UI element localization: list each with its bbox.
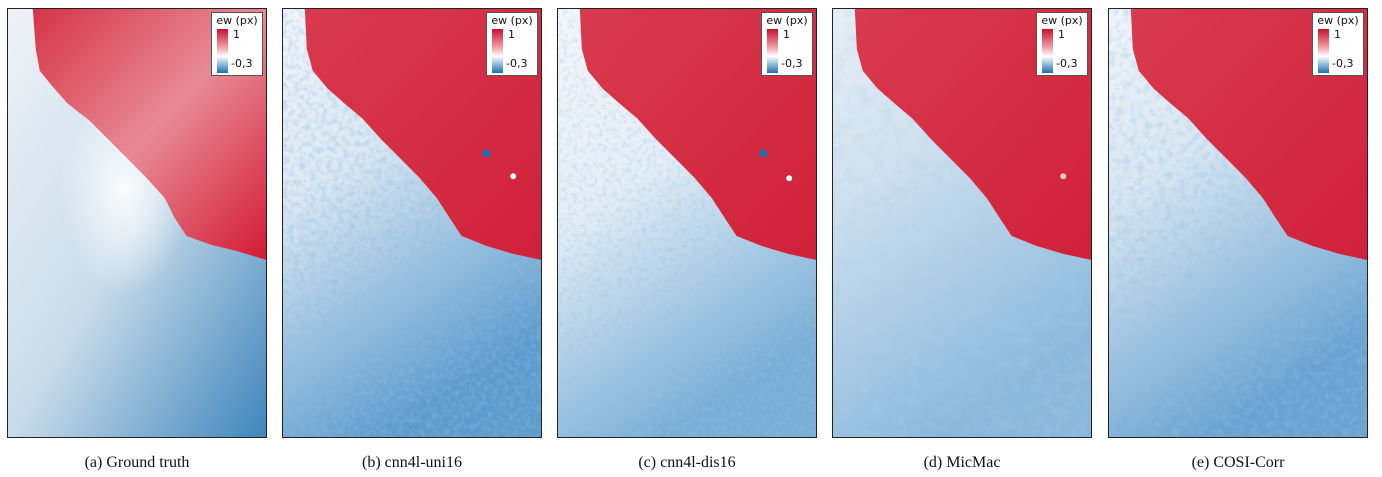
legend-title: ew (px) (491, 14, 533, 27)
colorbar (492, 29, 503, 73)
caption-cnn4l-uni16: (b) cnn4l-uni16 (362, 454, 462, 471)
legend-min-label: -0,3 (506, 57, 528, 70)
caption-micmac: (d) MicMac (923, 454, 1001, 471)
legend-title: ew (px) (216, 14, 258, 27)
legend-max-label: 1 (783, 28, 790, 41)
colorbar-legend: ew (px) 1 -0,3 (761, 12, 813, 76)
caption-cosi-corr: (e) COSI-Corr (1191, 454, 1285, 471)
legend-min-label: -0,3 (1332, 57, 1354, 70)
micmac-displacement-map (833, 9, 1091, 437)
colorbar (767, 29, 778, 73)
colorbar (1042, 29, 1053, 73)
colorbar (217, 29, 228, 73)
caption-ground-truth: (a) Ground truth (84, 454, 190, 471)
legend-title: ew (px) (1317, 14, 1359, 27)
colorbar-legend: ew (px) 1 -0,3 (486, 12, 538, 76)
legend-max-label: 1 (233, 28, 240, 41)
cnn4l-uni16-displacement-map (283, 9, 541, 437)
legend-min-label: -0,3 (1056, 57, 1078, 70)
panel-cnn4l-uni16: ew (px) 1 -0,3 (282, 8, 542, 438)
legend-min-label: -0,3 (781, 57, 803, 70)
panel-cnn4l-dis16: ew (px) 1 -0,3 (557, 8, 817, 438)
caption-cnn4l-dis16: (c) cnn4l-dis16 (638, 454, 736, 471)
panel-cosi-corr: ew (px) 1 -0,3 (1108, 8, 1368, 438)
cosi-corr-displacement-map (1109, 9, 1367, 437)
legend-title: ew (px) (1041, 14, 1083, 27)
panel-micmac: ew (px) 1 -0,3 (832, 8, 1092, 438)
legend-max-label: 1 (1058, 28, 1065, 41)
legend-min-label: -0,3 (231, 57, 253, 70)
colorbar-legend: ew (px) 1 -0,3 (211, 12, 263, 76)
colorbar-legend: ew (px) 1 -0,3 (1036, 12, 1088, 76)
legend-max-label: 1 (508, 28, 515, 41)
legend-title: ew (px) (766, 14, 808, 27)
colorbar-legend: ew (px) 1 -0,3 (1312, 12, 1364, 76)
legend-max-label: 1 (1334, 28, 1341, 41)
panel-ground-truth: ew (px) 1 -0,3 (7, 8, 267, 438)
colorbar (1318, 29, 1329, 73)
ground-truth-displacement-map (8, 9, 266, 437)
cnn4l-dis16-displacement-map (558, 9, 816, 437)
